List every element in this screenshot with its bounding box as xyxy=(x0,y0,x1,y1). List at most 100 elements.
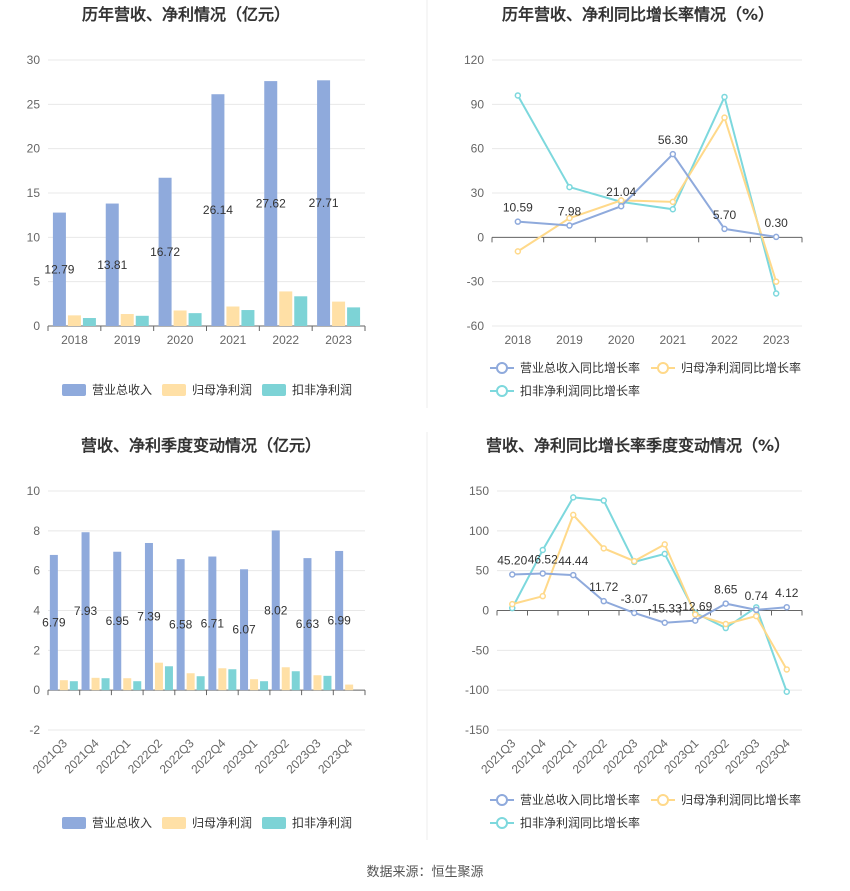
data-point xyxy=(722,620,729,628)
data-label: 6.95 xyxy=(106,614,130,628)
y-tick-label: -2 xyxy=(29,723,40,737)
bar xyxy=(260,681,269,691)
legend-label: 扣非净利润 xyxy=(292,383,352,397)
data-point xyxy=(631,609,638,617)
y-tick-label: 10 xyxy=(27,484,41,498)
quarterly-amount-chart: -202468102021Q32021Q42022Q12022Q22022Q32… xyxy=(27,484,366,776)
legend-label: 扣非净利润 xyxy=(292,816,352,830)
bar xyxy=(241,310,255,326)
y-tick-label: -150 xyxy=(465,723,489,737)
legend-label: 扣非净利润同比增长率 xyxy=(520,383,640,398)
data-point xyxy=(721,225,728,233)
bar xyxy=(154,662,163,691)
bar xyxy=(345,684,354,691)
y-tick-label: 6 xyxy=(33,564,40,578)
chart-title-quarterly-amount: 营收、净利季度变动情况（亿元） xyxy=(81,436,321,455)
x-tick-label: 2023 xyxy=(325,333,352,347)
data-point xyxy=(661,550,668,558)
data-label: 21.04 xyxy=(606,185,636,199)
series-line xyxy=(512,572,787,624)
bar xyxy=(347,307,361,326)
data-point xyxy=(509,600,516,608)
y-tick-label: 30 xyxy=(27,53,41,67)
x-tick-label: 2019 xyxy=(114,333,141,347)
chart-title-quarterly-growth: 营收、净利同比增长率季度变动情况（%） xyxy=(486,436,790,455)
x-tick-label: 2019 xyxy=(556,333,583,347)
quarterly-growth-chart: -150-100-500501001502021Q32021Q42022Q120… xyxy=(465,484,803,776)
bar xyxy=(279,291,293,326)
x-tick-label: 2021 xyxy=(220,333,247,347)
series-line xyxy=(517,115,778,282)
bar xyxy=(69,681,78,691)
bar xyxy=(176,559,185,691)
data-point xyxy=(566,183,573,191)
legend-marker xyxy=(657,794,669,806)
legend-label: 归母净利润 xyxy=(192,816,252,830)
data-point xyxy=(600,545,607,552)
x-tick-label: 2018 xyxy=(504,333,531,347)
bar xyxy=(82,318,96,326)
bar xyxy=(226,306,240,326)
legend-swatch xyxy=(262,384,286,396)
legend-swatch xyxy=(162,384,186,396)
y-tick-label: 25 xyxy=(27,97,41,111)
bar xyxy=(52,212,66,326)
bar xyxy=(228,669,237,691)
bar xyxy=(240,569,249,691)
y-tick-label: -30 xyxy=(467,275,485,289)
bar xyxy=(303,558,312,691)
data-point xyxy=(753,612,760,620)
x-tick-label: 2023 xyxy=(763,333,790,347)
data-point xyxy=(514,248,522,255)
series-line xyxy=(517,152,777,238)
data-point xyxy=(772,290,780,297)
bar xyxy=(281,667,290,691)
data-label: 5.70 xyxy=(713,208,737,222)
data-label: 7.98 xyxy=(558,205,582,219)
data-point xyxy=(509,571,516,578)
bar xyxy=(135,315,149,326)
data-label: 0.74 xyxy=(745,589,769,603)
legend-swatch xyxy=(162,817,186,829)
data-label: 6.79 xyxy=(42,616,66,630)
data-point xyxy=(721,114,728,121)
series-line xyxy=(511,513,788,670)
data-point xyxy=(721,93,728,101)
legend-label: 营业总收入 xyxy=(92,816,152,830)
legend-label: 营业总收入同比增长率 xyxy=(520,792,640,807)
bar xyxy=(113,551,122,691)
annual-amount-chart: 0 5 10 15 20 25 30 2018 2019 2020 2021 2022 2023 12.7… xyxy=(27,53,366,347)
x-tick-label: 2020 xyxy=(608,333,635,347)
y-tick-label: 30 xyxy=(471,186,485,200)
data-label: 10.59 xyxy=(503,201,533,215)
data-point xyxy=(753,606,760,614)
bar xyxy=(91,677,100,691)
bar xyxy=(133,681,142,691)
legend-swatch xyxy=(62,817,86,829)
data-label: 6.99 xyxy=(327,614,351,628)
data-point xyxy=(539,592,546,600)
data-label: 45.20 xyxy=(497,553,527,567)
data-point xyxy=(772,233,780,241)
y-tick-label: 0 xyxy=(33,683,40,697)
data-label: 46.52 xyxy=(528,552,558,566)
y-tick-label: -100 xyxy=(465,683,489,697)
data-point xyxy=(570,494,577,501)
data-point xyxy=(600,497,607,504)
data-point xyxy=(570,571,577,579)
bar xyxy=(264,81,278,327)
bar xyxy=(250,679,259,691)
legend-label: 归母净利润 xyxy=(192,383,252,397)
bar xyxy=(59,680,68,691)
bar xyxy=(208,556,217,691)
x-tick-label: 2018 xyxy=(61,333,88,347)
data-point xyxy=(783,688,790,696)
data-point xyxy=(772,278,780,285)
bar xyxy=(164,666,173,691)
data-label: 44.44 xyxy=(558,554,588,568)
data-label: -3.07 xyxy=(621,592,649,606)
legend-marker xyxy=(496,817,508,829)
bar xyxy=(294,296,308,326)
data-point xyxy=(539,546,546,554)
